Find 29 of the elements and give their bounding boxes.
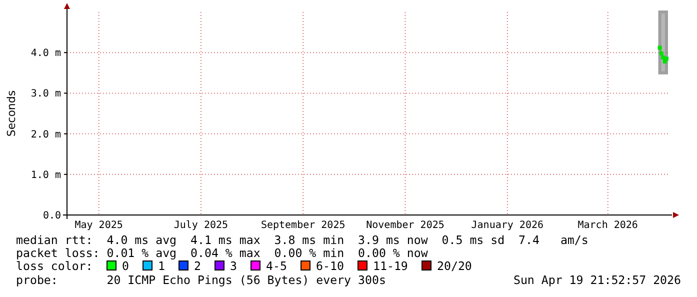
x-tick-label: September 2025 xyxy=(260,220,346,231)
x-tick-label: November 2025 xyxy=(366,220,444,231)
point xyxy=(658,46,662,50)
x-tick-label: May 2025 xyxy=(74,220,123,231)
point xyxy=(664,56,668,61)
y-tick-label: 1.0 m xyxy=(30,170,61,181)
text: 20/20 xyxy=(437,259,472,273)
text: 3 xyxy=(230,259,237,273)
text: 4-5 xyxy=(266,259,287,273)
text: 2 xyxy=(194,259,201,273)
point xyxy=(661,55,666,60)
text: median rtt: 4.0 ms avg 4.1 ms max 3.8 ms min 3.9 ms now 0.5 ms sd 7.4 am/s xyxy=(16,233,588,247)
y-tick-label: 4.0 m xyxy=(30,48,61,60)
y-axis-title: Seconds xyxy=(5,90,18,137)
point xyxy=(659,51,664,56)
y-tick-label: 2.0 m xyxy=(30,129,61,140)
text: probe: 20 ICMP Echo Pings (56 Bytes) every 300s xyxy=(16,273,386,287)
text: 1 xyxy=(158,259,165,273)
text: packet loss: 0.01 % avg 0.04 % max 0.00 % min 0.00 % now xyxy=(16,246,428,260)
text: loss color: xyxy=(16,259,93,273)
x-tick-label: March 2026 xyxy=(578,220,638,231)
y-tick-label: 0.0 xyxy=(42,210,61,222)
y-tick-label: 3.0 m xyxy=(30,88,61,100)
x-tick-label: July 2025 xyxy=(174,220,228,231)
text: Sun Apr 19 21:52:57 2026 xyxy=(513,273,682,287)
text: 6-10 xyxy=(316,259,344,273)
text: 0 xyxy=(122,259,129,273)
x-tick-label: January 2026 xyxy=(471,220,544,231)
text: 11-19 xyxy=(373,259,408,273)
